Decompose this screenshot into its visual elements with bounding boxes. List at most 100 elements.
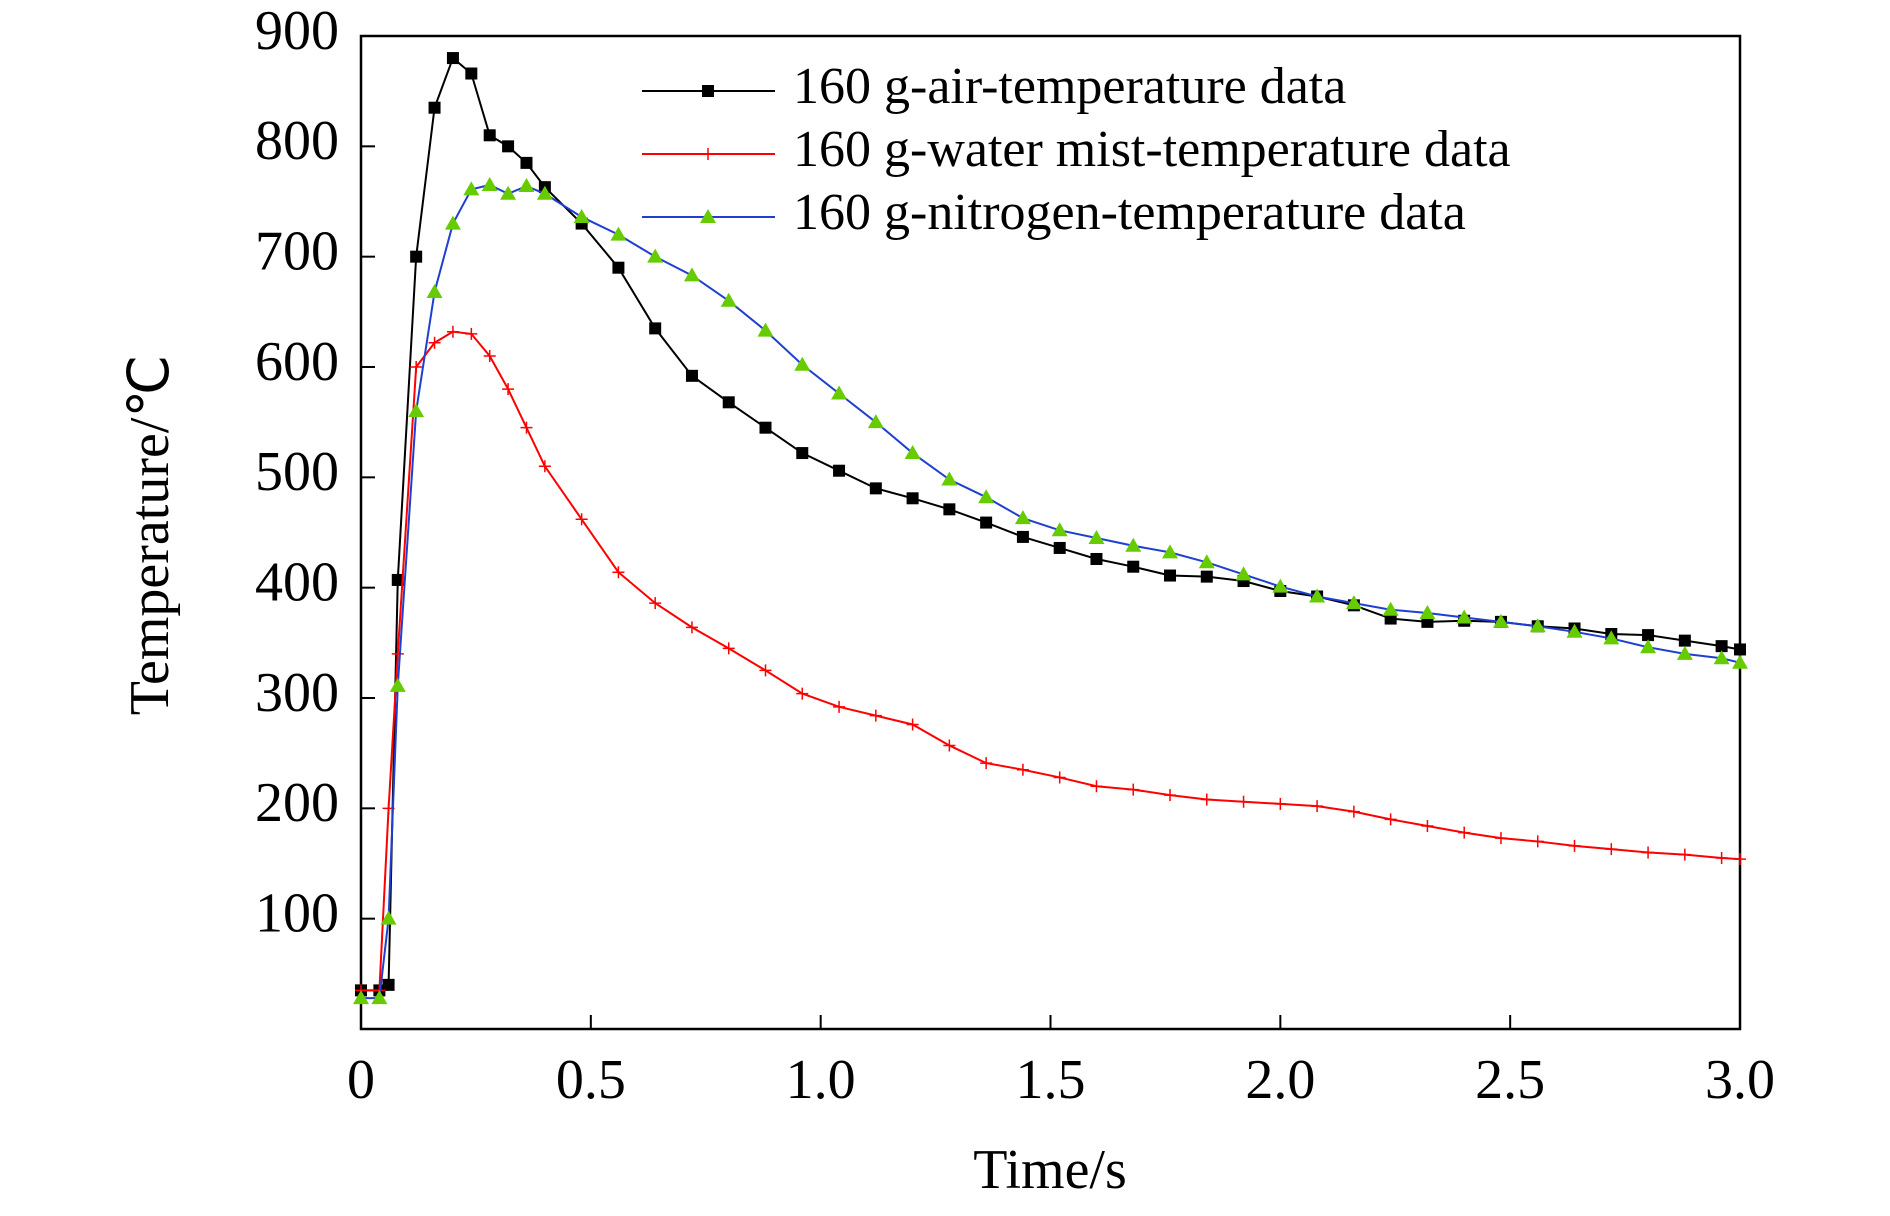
marker [1162,544,1179,559]
marker [536,185,553,200]
marker [1198,554,1215,569]
marker [1088,530,1105,545]
marker [1016,763,1029,776]
marker [1458,826,1471,839]
marker [1235,566,1252,581]
marker [759,664,772,677]
marker [794,356,811,371]
marker [1053,771,1066,784]
marker [649,322,662,335]
marker [796,447,809,460]
marker [353,990,369,1005]
marker [500,185,517,200]
marker [1678,848,1691,861]
marker [1566,623,1583,638]
legend-marker [702,148,714,160]
marker [980,757,993,770]
marker [1732,654,1748,669]
marker [520,421,533,434]
marker [575,513,588,526]
x-tick-label: 3.0 [1705,1049,1775,1111]
marker [1237,795,1250,808]
marker [408,403,425,418]
x-axis-label: Time/s [973,1139,1127,1201]
legend-label: 160 g-air-temperature data [793,58,1346,115]
marker [573,208,590,223]
x-tick-label: 1.0 [786,1049,856,1111]
marker [869,709,882,722]
marker [867,414,884,429]
marker [428,336,441,349]
marker [759,421,772,434]
marker [518,178,535,193]
marker [683,267,700,282]
marker [502,383,515,396]
marker [483,349,496,362]
marker [1016,530,1029,543]
y-tick-label: 200 [255,772,339,834]
marker [833,464,846,477]
marker [978,489,995,504]
marker [446,325,459,338]
y-tick-label: 600 [255,331,339,393]
y-tick-label: 500 [255,441,339,503]
marker [520,156,533,169]
marker [1200,793,1213,806]
marker [649,597,662,610]
marker [1384,813,1397,826]
marker [1090,780,1103,793]
plot-frame [359,34,1742,1031]
marker [1090,552,1103,565]
marker [685,369,698,382]
marker [720,292,737,307]
marker [612,261,625,274]
series-line [361,330,1741,992]
marker [906,492,919,505]
marker [1494,832,1507,845]
marker [1568,839,1581,852]
legend-label: 160 g-water mist-temperature data [793,121,1511,178]
marker [1640,639,1657,654]
legend-marker [700,209,716,223]
marker [904,445,921,460]
marker [647,248,664,263]
marker [722,642,735,655]
marker [391,647,404,660]
marker [1603,630,1620,645]
marker [1678,634,1691,647]
y-tick-label: 800 [255,110,339,172]
marker [1164,789,1177,802]
marker [446,52,459,65]
marker [483,129,496,142]
marker [1347,805,1360,818]
marker [722,396,735,409]
marker [1419,605,1436,620]
marker [1734,853,1746,866]
marker [410,361,423,373]
y-tick-label: 700 [255,221,339,283]
x-tick-label: 0 [347,1049,375,1111]
x-tick-label: 1.5 [1016,1049,1086,1111]
marker [796,687,809,700]
marker [833,700,846,713]
marker [391,573,404,586]
marker [1642,846,1655,859]
marker [538,460,551,473]
marker [1531,835,1544,848]
x-tick-label: 2.5 [1475,1049,1545,1111]
marker [1127,783,1140,796]
y-tick-label: 100 [255,883,339,945]
x-tick-label: 0.5 [556,1049,626,1111]
marker [1529,618,1546,633]
marker [1051,522,1068,537]
legend-label: 160 g-nitrogen-temperature data [793,184,1466,241]
marker [1014,510,1031,525]
marker [1642,629,1655,642]
marker [1274,797,1287,810]
marker [382,978,395,991]
marker [941,471,958,486]
series-line [361,183,1741,1000]
marker [610,226,627,241]
marker [371,990,388,1005]
